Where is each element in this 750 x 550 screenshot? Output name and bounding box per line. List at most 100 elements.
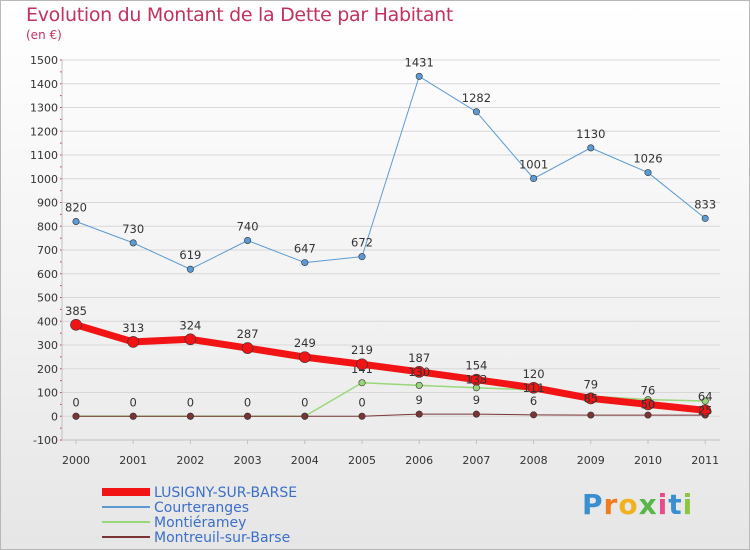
data-point (244, 237, 252, 245)
data-point (127, 336, 139, 348)
x-tick-label: 2002 (176, 454, 204, 467)
data-label: 111 (523, 381, 545, 395)
data-label: 154 (465, 359, 487, 373)
data-point (129, 239, 137, 247)
chart-title: Evolution du Montant de la Dette par Hab… (26, 4, 454, 26)
data-label: 672 (351, 236, 373, 250)
chart-subtitle: (en €) (26, 28, 62, 42)
x-tick-label: 2001 (119, 454, 147, 467)
data-label: 219 (351, 343, 373, 357)
y-tick-label: 1300 (30, 102, 58, 115)
data-point (587, 144, 595, 152)
data-point (470, 373, 483, 386)
data-label: 324 (179, 318, 201, 332)
y-tick-label: -100 (33, 434, 58, 447)
y-tick-label: 400 (37, 315, 58, 328)
data-label: 9 (416, 393, 423, 407)
data-label: 85 (583, 391, 598, 405)
x-tick-label: 2005 (348, 454, 376, 467)
data-label: 0 (244, 395, 251, 409)
logo-letter: i (682, 488, 694, 521)
data-label: 120 (523, 367, 545, 381)
data-label: 730 (122, 222, 144, 236)
y-tick-label: 1400 (30, 78, 58, 91)
y-tick-label: 1100 (30, 149, 58, 162)
logo-letter: P (582, 488, 604, 521)
data-label: 0 (72, 395, 79, 409)
data-label: 0 (358, 395, 365, 409)
data-point (472, 410, 480, 418)
data-label: 50 (641, 397, 656, 411)
x-tick-label: 2008 (520, 454, 548, 467)
y-tick-label: 1200 (30, 125, 58, 138)
data-point (527, 381, 540, 394)
logo-letter: t (668, 488, 683, 521)
series-line (75, 75, 706, 270)
data-label: 133 (465, 373, 487, 387)
x-tick-label: 2007 (462, 454, 490, 467)
data-point (298, 351, 311, 363)
y-tick-label: 1500 (30, 54, 58, 67)
data-label: 313 (122, 321, 144, 335)
x-tick-label: 2000 (62, 454, 90, 467)
data-label: 187 (408, 351, 430, 365)
data-label: 820 (65, 201, 87, 215)
series-line (72, 321, 709, 414)
data-point (358, 412, 366, 420)
data-label: 249 (294, 336, 316, 350)
x-tick-label: 2010 (634, 454, 662, 467)
data-point (413, 366, 426, 378)
data-point (129, 412, 137, 420)
data-point (186, 412, 194, 420)
y-tick-label: 700 (37, 244, 58, 257)
data-point (244, 412, 252, 420)
data-point (530, 175, 538, 183)
data-label: 619 (179, 248, 201, 262)
logo-letter: r (603, 488, 619, 521)
data-label: 0 (301, 395, 308, 409)
x-tick-label: 2011 (691, 454, 719, 467)
data-point (415, 72, 423, 80)
data-point (358, 379, 366, 387)
y-tick-label: 1000 (30, 173, 58, 186)
data-label: 76 (641, 383, 656, 397)
data-point (72, 412, 80, 420)
data-point (584, 392, 597, 405)
data-label: 385 (65, 304, 87, 318)
data-label: 287 (237, 327, 259, 341)
x-tick-label: 2004 (291, 454, 319, 467)
data-point (587, 411, 595, 419)
data-label: 647 (294, 242, 316, 256)
legend-label: Courteranges (154, 500, 249, 516)
data-label: 0 (187, 395, 194, 409)
proxiti-logo: Proxiti (582, 488, 693, 521)
data-label: 1026 (633, 152, 662, 166)
data-point (301, 259, 309, 267)
data-label: 0 (130, 395, 137, 409)
series-line (75, 413, 706, 417)
data-point (415, 381, 423, 389)
y-tick-label: 100 (37, 387, 58, 400)
data-point (642, 398, 654, 411)
legend-label: Montiéramey (154, 515, 246, 531)
y-tick-label: 800 (37, 220, 58, 233)
logo-letter: x (638, 488, 658, 521)
x-tick-label: 2009 (577, 454, 605, 467)
data-label: 9 (473, 393, 480, 407)
data-label: 130 (408, 365, 430, 379)
x-tick-label: 2003 (234, 454, 262, 467)
data-point (358, 253, 366, 261)
legend-label: LUSIGNY-SUR-BARSE (154, 485, 297, 501)
data-label: 1431 (405, 55, 434, 69)
data-label: 1282 (462, 91, 491, 105)
logo-letter: o (618, 488, 639, 521)
data-point (72, 218, 80, 226)
y-tick-label: 600 (37, 268, 58, 281)
y-tick-label: 900 (37, 197, 58, 210)
data-label: 79 (583, 377, 598, 391)
data-point (701, 397, 709, 405)
data-label: 740 (237, 220, 259, 234)
data-point (184, 333, 197, 346)
data-point (701, 214, 709, 222)
data-label: 25 (698, 403, 713, 417)
